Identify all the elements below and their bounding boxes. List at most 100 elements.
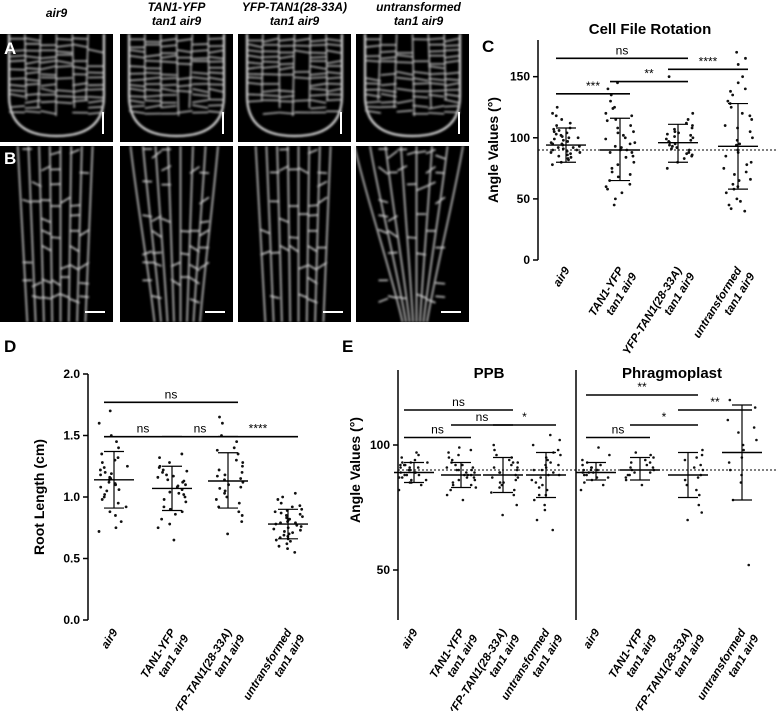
- cell-wall-line: [425, 298, 436, 304]
- data-point: [624, 155, 628, 159]
- cell-wall-line: [88, 95, 105, 99]
- data-point: [99, 473, 102, 477]
- cell-wall-line: [288, 244, 299, 253]
- data-point: [549, 151, 553, 154]
- data-point: [557, 154, 561, 158]
- cell-wall-line: [278, 111, 295, 115]
- data-point: [731, 93, 735, 97]
- cell-wall-line: [192, 104, 209, 109]
- micrograph-row-a-2: [238, 33, 351, 142]
- data-point: [447, 451, 450, 454]
- cell-wall-line: [364, 59, 381, 63]
- cell-wall-line: [278, 55, 295, 60]
- cell-wall-line: [262, 73, 279, 76]
- cell-wall-line: [364, 44, 381, 48]
- data-point: [516, 476, 520, 479]
- data-point: [738, 142, 742, 146]
- cell-wall-line: [380, 56, 397, 60]
- micrograph-title-1: tan1 air9: [152, 14, 202, 28]
- data-point: [735, 50, 739, 54]
- data-point: [399, 463, 402, 467]
- data-point: [415, 451, 418, 454]
- cell-wall-line: [180, 252, 191, 256]
- data-point: [501, 513, 504, 517]
- data-point: [512, 493, 516, 497]
- cell-wall-line: [176, 76, 193, 81]
- cell-wall-line: [294, 49, 311, 54]
- cell-wall-line: [207, 87, 225, 93]
- data-point: [516, 461, 520, 464]
- cell-wall-line: [176, 84, 193, 88]
- data-point: [628, 142, 632, 146]
- data-point: [114, 514, 117, 517]
- cell-wall-line: [128, 105, 145, 108]
- cell-wall-line: [22, 198, 33, 204]
- data-point: [626, 473, 630, 477]
- data-point: [283, 530, 286, 533]
- data-point: [744, 170, 748, 174]
- data-point: [281, 495, 285, 499]
- data-point: [613, 197, 617, 201]
- cell-wall-line: [8, 54, 25, 58]
- cell-wall-line: [24, 55, 41, 59]
- data-point: [549, 461, 552, 464]
- data-point: [511, 461, 515, 464]
- cell-wall-line: [144, 72, 161, 75]
- data-point: [555, 124, 559, 127]
- data-point: [115, 440, 118, 444]
- cell-file-line: [24, 33, 28, 101]
- data-point: [640, 483, 644, 487]
- cell-wall-line: [128, 99, 145, 104]
- cell-wall-line: [144, 94, 161, 98]
- cell-file-line: [154, 145, 169, 323]
- cell-wall-line: [50, 278, 61, 287]
- cell-wall-line: [40, 83, 57, 87]
- cell-wall-line: [262, 111, 279, 115]
- data-point: [235, 440, 239, 444]
- data-point: [126, 464, 129, 468]
- data-point: [633, 141, 637, 145]
- cell-wall-line: [56, 44, 73, 48]
- data-point: [623, 136, 627, 140]
- cell-wall-line: [310, 82, 327, 87]
- cell-wall-line: [41, 244, 52, 252]
- micrograph-title-3: tan1 air9: [394, 14, 444, 28]
- data-point: [750, 118, 754, 121]
- cell-file-line: [306, 145, 310, 323]
- chart-c: Cell File Rotation Angle Values (°) 0 50 100…: [485, 21, 776, 357]
- data-point: [298, 504, 302, 508]
- cell-wall-line: [160, 38, 177, 42]
- data-point: [700, 453, 704, 457]
- panel-letter-d: D: [4, 337, 16, 356]
- data-point: [631, 154, 635, 158]
- cell-wall-line: [428, 82, 445, 86]
- cell-wall-line: [444, 54, 461, 59]
- cell-wall-line: [428, 112, 445, 115]
- micrograph-title-2: YFP-TAN1(28-33A): [242, 0, 347, 14]
- data-point: [695, 456, 698, 459]
- data-point: [493, 448, 496, 452]
- cell-wall-line: [208, 37, 224, 40]
- data-point: [690, 153, 694, 157]
- cell-wall-line: [364, 100, 381, 104]
- data-point: [531, 443, 535, 447]
- data-point: [103, 471, 107, 474]
- data-point: [168, 522, 172, 526]
- data-point: [606, 87, 610, 91]
- cell-wall-line: [41, 296, 52, 300]
- y-tick-label: 1.0: [63, 490, 80, 504]
- data-point: [748, 114, 752, 118]
- cell-wall-line: [444, 59, 461, 64]
- cell-wall-line: [387, 215, 398, 222]
- data-point: [616, 163, 620, 167]
- data-point: [634, 451, 638, 454]
- data-point: [620, 191, 624, 195]
- cell-wall-line: [310, 72, 327, 76]
- cell-wall-line: [151, 215, 162, 222]
- cell-file-line: [308, 33, 312, 109]
- cell-wall-line: [326, 43, 343, 47]
- data-point: [540, 468, 544, 472]
- data-point: [601, 483, 605, 487]
- data-point: [239, 477, 243, 480]
- cell-wall-line: [189, 165, 200, 174]
